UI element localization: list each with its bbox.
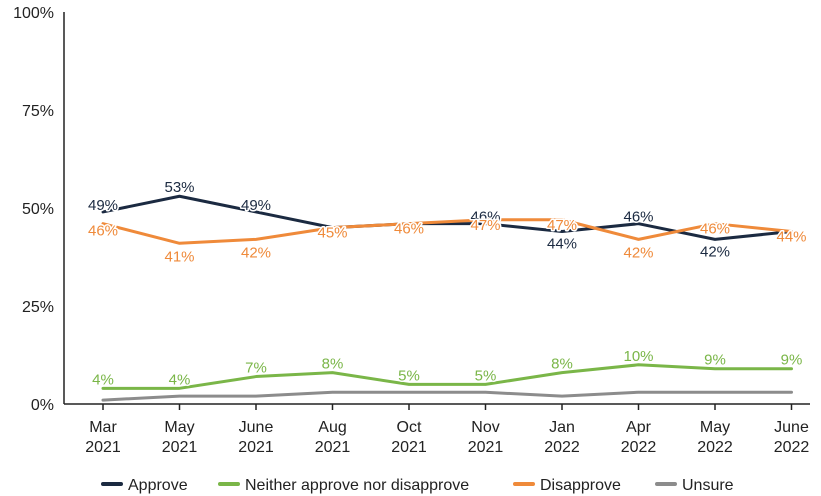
data-label: 42%: [623, 244, 653, 261]
x-tick-label-year: 2021: [391, 439, 427, 456]
x-tick-label-year: 2021: [315, 439, 351, 456]
axes: 0% 25% 50% 75% 100% Mar 2021 May 2021 June 2021 Aug…: [13, 5, 810, 456]
x-tick-label-year: 2021: [162, 439, 198, 456]
data-label: 46%: [394, 221, 424, 238]
data-label: 47%: [470, 217, 500, 234]
x-tick-label-month: Nov: [471, 419, 499, 436]
x-tick-label-month: May: [164, 419, 194, 436]
x-tick-label-month: May: [700, 419, 730, 436]
series-line-neither-approve-nor-disapprove: [101, 363, 793, 390]
data-label: 8%: [551, 356, 573, 373]
data-label: 44%: [776, 229, 806, 246]
data-label: 42%: [700, 243, 730, 260]
legend: Approve Neither approve nor disapprove Dis…: [101, 477, 734, 494]
data-labels: 49% 53% 49% 46% 44% 46% 42% 4% 4% 7% 8% 5% 5% 8% 10% 9%…: [86, 178, 808, 390]
data-label: 4%: [92, 371, 114, 388]
x-tick-label-month: June: [239, 419, 274, 436]
data-label: 49%: [241, 197, 271, 214]
data-label: 42%: [241, 244, 271, 261]
y-tick-label: 50%: [22, 201, 54, 218]
legend-label: Unsure: [682, 477, 734, 494]
x-tick-label-year: 2022: [774, 439, 810, 456]
data-label: 46%: [470, 209, 500, 226]
series-line-approve: [101, 194, 793, 241]
y-tick-label: 75%: [22, 103, 54, 120]
y-tick-label: 0%: [31, 397, 54, 414]
x-tick-label-month: Mar: [89, 419, 117, 436]
data-label: 7%: [245, 360, 267, 377]
x-tick-label-month: Aug: [318, 419, 346, 436]
data-label: 9%: [781, 352, 803, 369]
legend-label: Approve: [128, 477, 188, 494]
legend-label: Disapprove: [540, 477, 621, 494]
x-tick-label-year: 2022: [621, 439, 657, 456]
y-tick-label: 100%: [13, 5, 54, 22]
data-label: 44%: [547, 236, 577, 253]
data-label: 41%: [164, 248, 194, 265]
data-label: 45%: [317, 225, 347, 242]
data-label: 49%: [88, 197, 118, 214]
data-label: 47%: [547, 217, 577, 234]
x-tick-label-year: 2021: [238, 439, 274, 456]
data-label: 5%: [475, 367, 497, 384]
data-label: 5%: [398, 367, 420, 384]
y-tick-label: 25%: [22, 299, 54, 316]
series-line-unsure: [101, 390, 793, 402]
data-label: 46%: [88, 223, 118, 240]
data-label: 46%: [700, 221, 730, 238]
x-tick-label-month: June: [774, 419, 809, 436]
data-label: 8%: [322, 356, 344, 373]
data-label: 4%: [169, 371, 191, 388]
legend-label: Neither approve nor disapprove: [245, 477, 469, 494]
x-tick-label-year: 2022: [697, 439, 733, 456]
x-tick-label-month: Jan: [549, 419, 575, 436]
x-tick-label-year: 2021: [85, 439, 121, 456]
data-label: 10%: [623, 348, 653, 365]
x-tick-label-month: Apr: [626, 419, 652, 436]
data-label: 46%: [623, 209, 653, 226]
data-label: 9%: [704, 352, 726, 369]
series-lines: [101, 194, 793, 402]
data-label: 53%: [164, 179, 194, 196]
x-tick-label-year: 2021: [468, 439, 504, 456]
x-tick-label-year: 2022: [544, 439, 580, 456]
x-tick-label-month: Oct: [397, 419, 422, 436]
series-line-disapprove: [101, 218, 793, 245]
